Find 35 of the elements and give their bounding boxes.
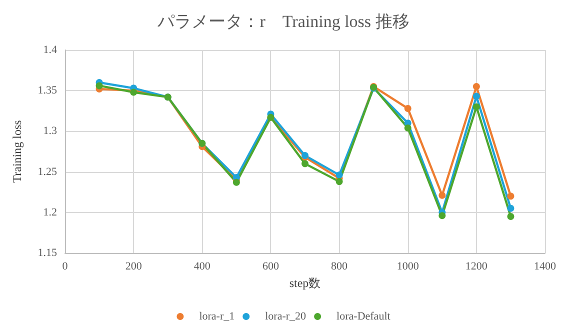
x-tick-label: 1400	[534, 260, 556, 272]
x-tick-label: 1000	[396, 260, 420, 272]
point	[404, 124, 412, 132]
legend-label: lora-r_20	[265, 310, 307, 322]
legend-label: lora-r_1	[199, 310, 235, 322]
x-tick-label: 800	[331, 260, 348, 272]
point	[507, 212, 514, 220]
y-tick-label: 1.35	[38, 84, 58, 97]
y-axis-title: Training loss	[10, 120, 24, 183]
x-tick-label: 600	[262, 260, 280, 272]
point	[472, 83, 480, 90]
x-tick-label: 0	[62, 260, 68, 272]
point	[336, 172, 343, 179]
x-tick-label: 200	[125, 260, 142, 272]
y-tick-label: 1.25	[38, 166, 58, 178]
point	[336, 178, 343, 186]
point	[472, 92, 480, 100]
y-tick-label: 1.15	[38, 247, 58, 259]
point	[438, 212, 446, 220]
x-tick-label: 1200	[465, 260, 488, 272]
x-tick-label: 400	[194, 260, 211, 272]
legend-label: lora-Default	[336, 310, 390, 322]
point	[507, 192, 514, 200]
y-tick-label: 1.3	[43, 125, 58, 138]
point	[96, 82, 103, 90]
y-tick-label: 1.4	[43, 44, 58, 56]
point	[438, 192, 446, 199]
y-tick-label: 1.2	[43, 206, 57, 218]
chart-title: パラメータ：r Training loss 推移	[156, 12, 410, 31]
point	[472, 103, 480, 110]
point	[232, 178, 240, 186]
point	[302, 160, 308, 168]
point	[507, 204, 514, 212]
x-axis-title: step数	[289, 276, 321, 290]
point	[404, 104, 412, 112]
